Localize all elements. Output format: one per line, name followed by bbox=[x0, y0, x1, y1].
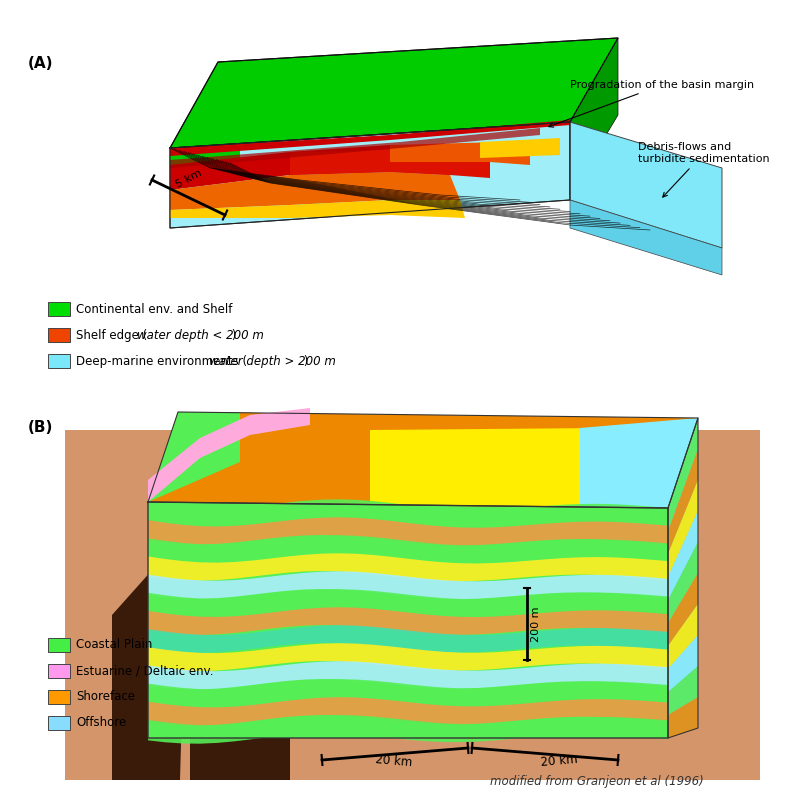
Polygon shape bbox=[668, 480, 698, 577]
Polygon shape bbox=[148, 536, 668, 563]
Polygon shape bbox=[148, 697, 668, 725]
Text: ): ) bbox=[300, 355, 308, 367]
Polygon shape bbox=[170, 120, 570, 156]
Polygon shape bbox=[290, 148, 490, 178]
Polygon shape bbox=[668, 449, 698, 554]
Polygon shape bbox=[148, 607, 668, 635]
Polygon shape bbox=[148, 553, 668, 581]
Polygon shape bbox=[148, 643, 668, 671]
Polygon shape bbox=[668, 418, 698, 738]
Polygon shape bbox=[148, 589, 668, 617]
Polygon shape bbox=[580, 418, 698, 508]
Text: Shelf edge (: Shelf edge ( bbox=[76, 328, 148, 341]
Text: Deep-marine environments (: Deep-marine environments ( bbox=[76, 355, 247, 367]
Polygon shape bbox=[170, 172, 460, 210]
Polygon shape bbox=[148, 662, 668, 689]
Text: ): ) bbox=[229, 328, 237, 341]
Bar bbox=[48, 716, 70, 730]
Polygon shape bbox=[190, 575, 290, 780]
Polygon shape bbox=[148, 412, 240, 502]
Text: Progradation of the basin margin: Progradation of the basin margin bbox=[549, 80, 754, 128]
Text: modified from Granjeon et al (1996): modified from Granjeon et al (1996) bbox=[490, 775, 703, 788]
Text: Debris-flows and
turbidite sedimentation: Debris-flows and turbidite sedimentation bbox=[638, 143, 770, 197]
Bar bbox=[48, 638, 70, 652]
Polygon shape bbox=[148, 679, 668, 708]
Polygon shape bbox=[148, 502, 668, 738]
Polygon shape bbox=[668, 511, 698, 600]
Polygon shape bbox=[148, 517, 668, 545]
Polygon shape bbox=[170, 38, 618, 148]
Polygon shape bbox=[390, 142, 530, 165]
Text: Estuarine / Deltaic env.: Estuarine / Deltaic env. bbox=[76, 665, 213, 677]
Polygon shape bbox=[668, 418, 698, 531]
Text: Continental env. and Shelf: Continental env. and Shelf bbox=[76, 303, 233, 316]
Polygon shape bbox=[170, 148, 240, 165]
Text: Offshore: Offshore bbox=[76, 717, 126, 729]
Text: (B): (B) bbox=[28, 420, 54, 435]
Polygon shape bbox=[370, 428, 668, 508]
Polygon shape bbox=[148, 412, 698, 508]
Polygon shape bbox=[668, 604, 698, 669]
Polygon shape bbox=[112, 550, 185, 780]
Polygon shape bbox=[668, 542, 698, 623]
Text: 200 m: 200 m bbox=[531, 607, 541, 642]
Polygon shape bbox=[170, 145, 450, 190]
Polygon shape bbox=[570, 122, 722, 248]
Polygon shape bbox=[148, 408, 310, 502]
Polygon shape bbox=[65, 430, 760, 780]
Text: 5 km: 5 km bbox=[175, 167, 204, 190]
Polygon shape bbox=[570, 200, 722, 275]
Polygon shape bbox=[570, 38, 618, 195]
Bar bbox=[48, 354, 70, 368]
Polygon shape bbox=[170, 122, 570, 228]
Text: 20 km: 20 km bbox=[375, 753, 413, 769]
Text: 20 km: 20 km bbox=[540, 753, 578, 769]
Polygon shape bbox=[668, 573, 698, 646]
Text: Shoreface: Shoreface bbox=[76, 690, 135, 704]
Polygon shape bbox=[148, 571, 668, 599]
Text: water depth < 200 m: water depth < 200 m bbox=[137, 328, 264, 341]
Bar bbox=[48, 664, 70, 678]
Bar bbox=[48, 690, 70, 704]
Polygon shape bbox=[668, 666, 698, 715]
Polygon shape bbox=[668, 697, 698, 738]
Polygon shape bbox=[170, 200, 465, 218]
Polygon shape bbox=[480, 138, 560, 158]
Polygon shape bbox=[148, 625, 668, 653]
Polygon shape bbox=[668, 635, 698, 692]
Polygon shape bbox=[170, 128, 540, 168]
Bar bbox=[48, 328, 70, 342]
Polygon shape bbox=[148, 500, 668, 528]
Text: Coastal Plain: Coastal Plain bbox=[76, 638, 152, 651]
Text: water depth > 200 m: water depth > 200 m bbox=[209, 355, 335, 367]
Text: (A): (A) bbox=[28, 56, 54, 71]
Bar bbox=[48, 302, 70, 316]
Polygon shape bbox=[148, 715, 668, 744]
